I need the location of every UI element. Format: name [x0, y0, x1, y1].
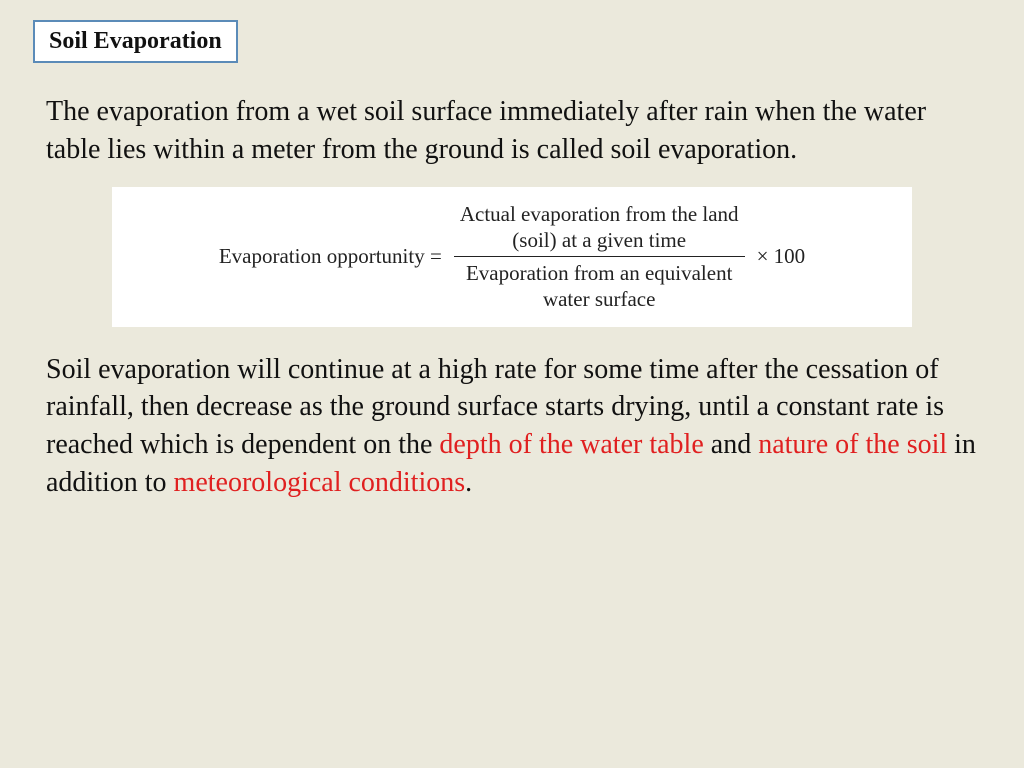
- para2-post: .: [465, 467, 472, 498]
- denominator-line-1: Evaporation from an equivalent: [466, 261, 733, 285]
- formula-rhs: × 100: [751, 244, 806, 269]
- highlight-depth: depth of the water table: [439, 429, 703, 460]
- behavior-paragraph: Soil evaporation will continue at a high…: [38, 351, 986, 502]
- numerator-line-1: Actual evaporation from the land: [460, 202, 739, 226]
- numerator-line-2: (soil) at a given time: [512, 228, 686, 252]
- formula-numerator: Actual evaporation from the land (soil) …: [454, 201, 745, 257]
- para2-mid1: and: [704, 429, 758, 460]
- title-box: Soil Evaporation: [33, 20, 238, 63]
- slide-content: Soil Evaporation The evaporation from a …: [0, 0, 1024, 768]
- slide-title: Soil Evaporation: [49, 28, 222, 54]
- formula-denominator: Evaporation from an equivalent water sur…: [454, 256, 745, 313]
- definition-paragraph: The evaporation from a wet soil surface …: [38, 93, 986, 169]
- highlight-meteo: meteorological conditions: [174, 467, 466, 498]
- denominator-line-2: water surface: [543, 287, 656, 311]
- formula-block: Evaporation opportunity = Actual evapora…: [112, 187, 912, 327]
- highlight-nature: nature of the soil: [758, 429, 947, 460]
- formula-lhs: Evaporation opportunity =: [219, 244, 448, 269]
- formula-fraction: Actual evaporation from the land (soil) …: [454, 201, 745, 313]
